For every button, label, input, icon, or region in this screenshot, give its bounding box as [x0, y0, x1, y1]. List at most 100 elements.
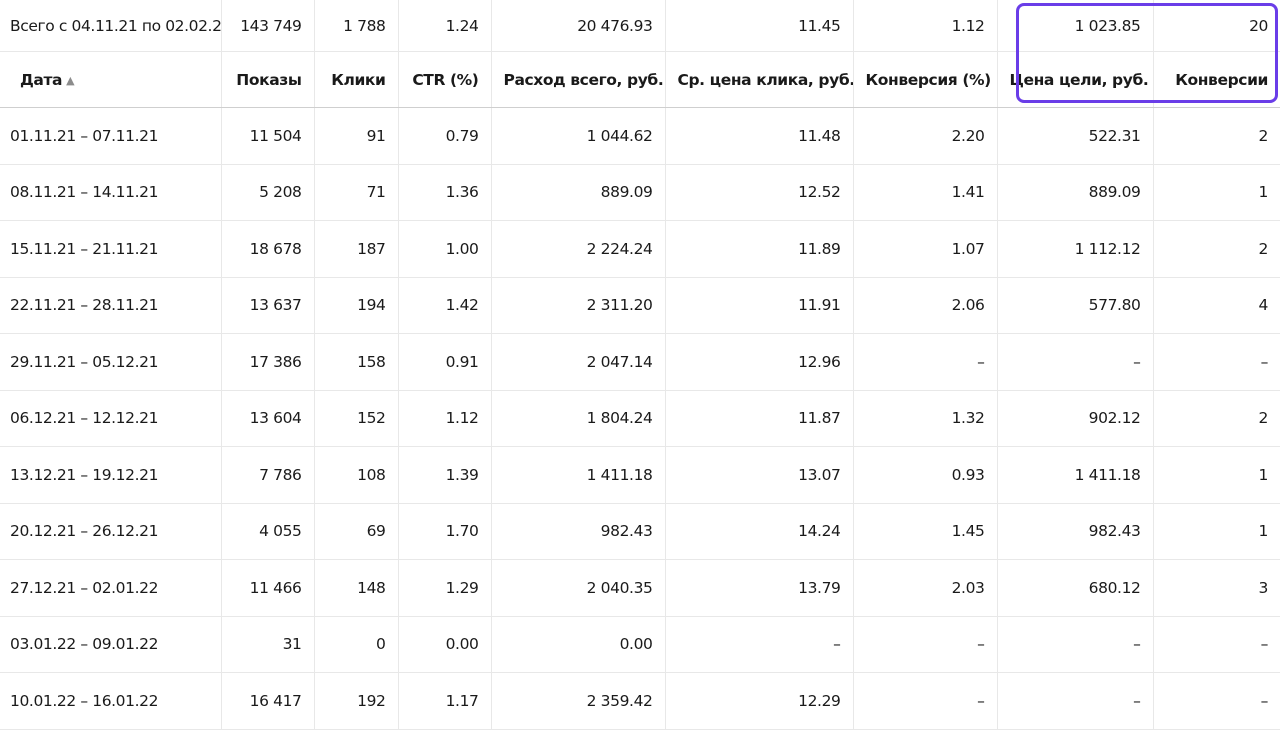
total-conv-rate: 1.12: [853, 0, 998, 52]
total-ctr: 1.24: [398, 0, 492, 52]
table-row: 10.01.22 – 16.01.22 16 417 192 1.17 2 359.42…: [0, 672, 1280, 730]
cell-conv-rate: 1.32: [853, 390, 998, 447]
table-row: 06.12.21 – 12.12.21 13 604 152 1.12 1 804.24…: [0, 390, 1280, 447]
table-row: 13.12.21 – 19.12.21 7 786 108 1.39 1 411.18 1…: [0, 446, 1280, 504]
cell-shows: 11 466: [221, 559, 315, 617]
cell-cpc: –: [665, 616, 854, 673]
cell-clicks: 192: [314, 672, 399, 730]
cell-ctr: 1.29: [398, 559, 492, 617]
total-clicks: 1 788: [314, 0, 399, 52]
cell-conversions: 4: [1153, 277, 1280, 334]
cell-date: 27.12.21 – 02.01.22: [0, 559, 222, 617]
cell-clicks: 194: [314, 277, 399, 334]
cell-date: 29.11.21 – 05.12.21: [0, 333, 222, 391]
table-row: 08.11.21 – 14.11.21 5 208 71 1.36 889.09 12.5…: [0, 164, 1280, 221]
cell-ctr: 1.39: [398, 446, 492, 504]
cell-conversions: 2: [1153, 390, 1280, 447]
cell-cpc: 11.91: [665, 277, 854, 334]
cell-shows: 4 055: [221, 503, 315, 560]
cell-goal-cost: –: [997, 616, 1154, 673]
table-row: 20.12.21 – 26.12.21 4 055 69 1.70 982.43 14.2…: [0, 503, 1280, 560]
cell-ctr: 1.42: [398, 277, 492, 334]
header-row: Дата ▲ Показы Клики CTR (%) Расход всего,…: [0, 51, 1280, 108]
cell-ctr: 0.79: [398, 107, 492, 165]
column-header-goal-cost[interactable]: Цена цели, руб.: [997, 51, 1154, 108]
cell-goal-cost: –: [997, 333, 1154, 391]
cell-goal-cost: –: [997, 672, 1154, 730]
cell-conversions: 1: [1153, 503, 1280, 560]
column-header-date[interactable]: Дата ▲: [0, 51, 222, 108]
cell-conversions: –: [1153, 616, 1280, 673]
cell-cpc: 14.24: [665, 503, 854, 560]
cell-goal-cost: 982.43: [997, 503, 1154, 560]
column-header-ctr[interactable]: CTR (%): [398, 51, 492, 108]
cell-clicks: 91: [314, 107, 399, 165]
column-header-clicks[interactable]: Клики: [314, 51, 399, 108]
cell-date: 22.11.21 – 28.11.21: [0, 277, 222, 334]
cell-ctr: 1.17: [398, 672, 492, 730]
total-goal-cost: 1 023.85: [997, 0, 1154, 52]
cell-shows: 31: [221, 616, 315, 673]
cell-date: 03.01.22 – 09.01.22: [0, 616, 222, 673]
cell-cpc: 13.79: [665, 559, 854, 617]
cell-conv-rate: 1.41: [853, 164, 998, 221]
cell-date: 08.11.21 – 14.11.21: [0, 164, 222, 221]
cell-conv-rate: –: [853, 333, 998, 391]
cell-clicks: 71: [314, 164, 399, 221]
column-header-date-label: Дата: [20, 70, 63, 89]
cell-clicks: 108: [314, 446, 399, 504]
column-header-conv-rate[interactable]: Конверсия (%): [853, 51, 998, 108]
cell-conv-rate: 1.07: [853, 220, 998, 278]
table-row: 15.11.21 – 21.11.21 18 678 187 1.00 2 224.24…: [0, 220, 1280, 278]
cell-spend: 2 224.24: [491, 220, 666, 278]
cell-conversions: 2: [1153, 107, 1280, 165]
cell-spend: 982.43: [491, 503, 666, 560]
cell-cpc: 11.87: [665, 390, 854, 447]
cell-date: 13.12.21 – 19.12.21: [0, 446, 222, 504]
column-header-shows[interactable]: Показы: [221, 51, 315, 108]
cell-conv-rate: 2.20: [853, 107, 998, 165]
sort-ascending-icon[interactable]: ▲: [66, 73, 75, 87]
cell-goal-cost: 577.80: [997, 277, 1154, 334]
cell-spend: 1 044.62: [491, 107, 666, 165]
cell-shows: 11 504: [221, 107, 315, 165]
cell-goal-cost: 902.12: [997, 390, 1154, 447]
cell-conversions: –: [1153, 672, 1280, 730]
cell-goal-cost: 889.09: [997, 164, 1154, 221]
total-conversions: 20: [1153, 0, 1280, 52]
cell-cpc: 11.89: [665, 220, 854, 278]
cell-spend: 2 047.14: [491, 333, 666, 391]
cell-date: 15.11.21 – 21.11.21: [0, 220, 222, 278]
total-row: Всего с 04.11.21 по 02.02.22 143 749 1 7…: [0, 0, 1280, 52]
total-spend: 20 476.93: [491, 0, 666, 52]
column-header-spend[interactable]: Расход всего, руб.: [491, 51, 666, 108]
total-label: Всего с 04.11.21 по 02.02.22: [0, 0, 222, 52]
cell-spend: 1 411.18: [491, 446, 666, 504]
cell-shows: 17 386: [221, 333, 315, 391]
cell-spend: 2 040.35: [491, 559, 666, 617]
table-row: 27.12.21 – 02.01.22 11 466 148 1.29 2 040.35…: [0, 559, 1280, 617]
cell-ctr: 1.12: [398, 390, 492, 447]
cell-conversions: 2: [1153, 220, 1280, 278]
cell-conversions: 1: [1153, 446, 1280, 504]
cell-clicks: 187: [314, 220, 399, 278]
cell-clicks: 0: [314, 616, 399, 673]
table-row: 29.11.21 – 05.12.21 17 386 158 0.91 2 047.14…: [0, 333, 1280, 391]
cell-ctr: 1.70: [398, 503, 492, 560]
cell-clicks: 148: [314, 559, 399, 617]
cell-conversions: 3: [1153, 559, 1280, 617]
cell-date: 10.01.22 – 16.01.22: [0, 672, 222, 730]
cell-conv-rate: 0.93: [853, 446, 998, 504]
cell-shows: 13 604: [221, 390, 315, 447]
column-header-cpc[interactable]: Ср. цена клика, руб.: [665, 51, 854, 108]
cell-shows: 18 678: [221, 220, 315, 278]
column-header-conversions[interactable]: Конверсии: [1153, 51, 1280, 108]
cell-conversions: –: [1153, 333, 1280, 391]
table-row: 22.11.21 – 28.11.21 13 637 194 1.42 2 311.20…: [0, 277, 1280, 334]
cell-shows: 5 208: [221, 164, 315, 221]
cell-cpc: 12.96: [665, 333, 854, 391]
table-row: 01.11.21 – 07.11.21 11 504 91 0.79 1 044.62 1…: [0, 107, 1280, 165]
cell-date: 20.12.21 – 26.12.21: [0, 503, 222, 560]
cell-goal-cost: 680.12: [997, 559, 1154, 617]
